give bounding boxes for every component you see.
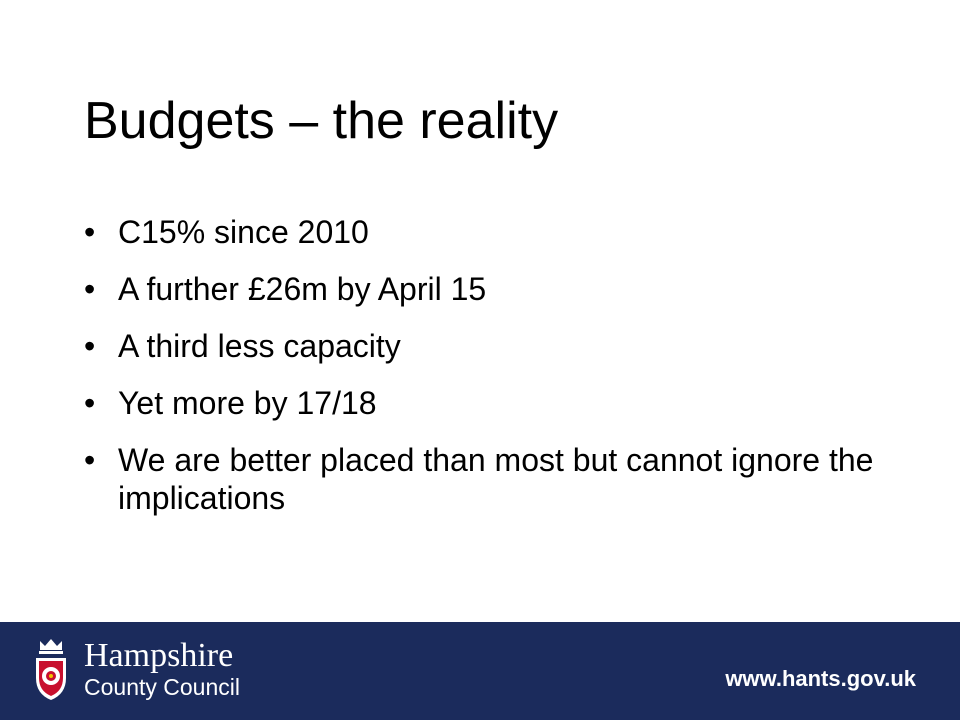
- footer-banner: Hampshire County Council www.hants.gov.u…: [0, 622, 960, 720]
- bullet-text: A further £26m by April 15: [118, 271, 487, 307]
- bullet-marker: •: [84, 214, 96, 250]
- bullet-list: • C15% since 2010 • A further £26m by Ap…: [84, 213, 884, 536]
- website-link[interactable]: www.hants.gov.uk: [725, 666, 916, 691]
- bullet-item: • We are better placed than most but can…: [84, 441, 884, 517]
- bullet-text: We are better placed than most but canno…: [118, 442, 874, 516]
- bullet-marker: •: [84, 442, 96, 478]
- county-crest-icon: [36, 639, 66, 700]
- bullet-item: • A further £26m by April 15: [84, 270, 884, 308]
- bullet-text: A third less capacity: [118, 328, 401, 364]
- bullet-item: • C15% since 2010: [84, 213, 884, 251]
- bullet-marker: •: [84, 271, 96, 307]
- bullet-marker: •: [84, 328, 96, 364]
- bullet-item: • A third less capacity: [84, 327, 884, 365]
- bullet-item: • Yet more by 17/18: [84, 384, 884, 422]
- organisation-name: Hampshire: [84, 637, 234, 674]
- organisation-subtitle: County Council: [84, 674, 240, 700]
- bullet-text: C15% since 2010: [118, 214, 369, 250]
- slide-title: Budgets – the reality: [84, 92, 559, 150]
- bullet-text: Yet more by 17/18: [118, 385, 377, 421]
- bullet-marker: •: [84, 385, 96, 421]
